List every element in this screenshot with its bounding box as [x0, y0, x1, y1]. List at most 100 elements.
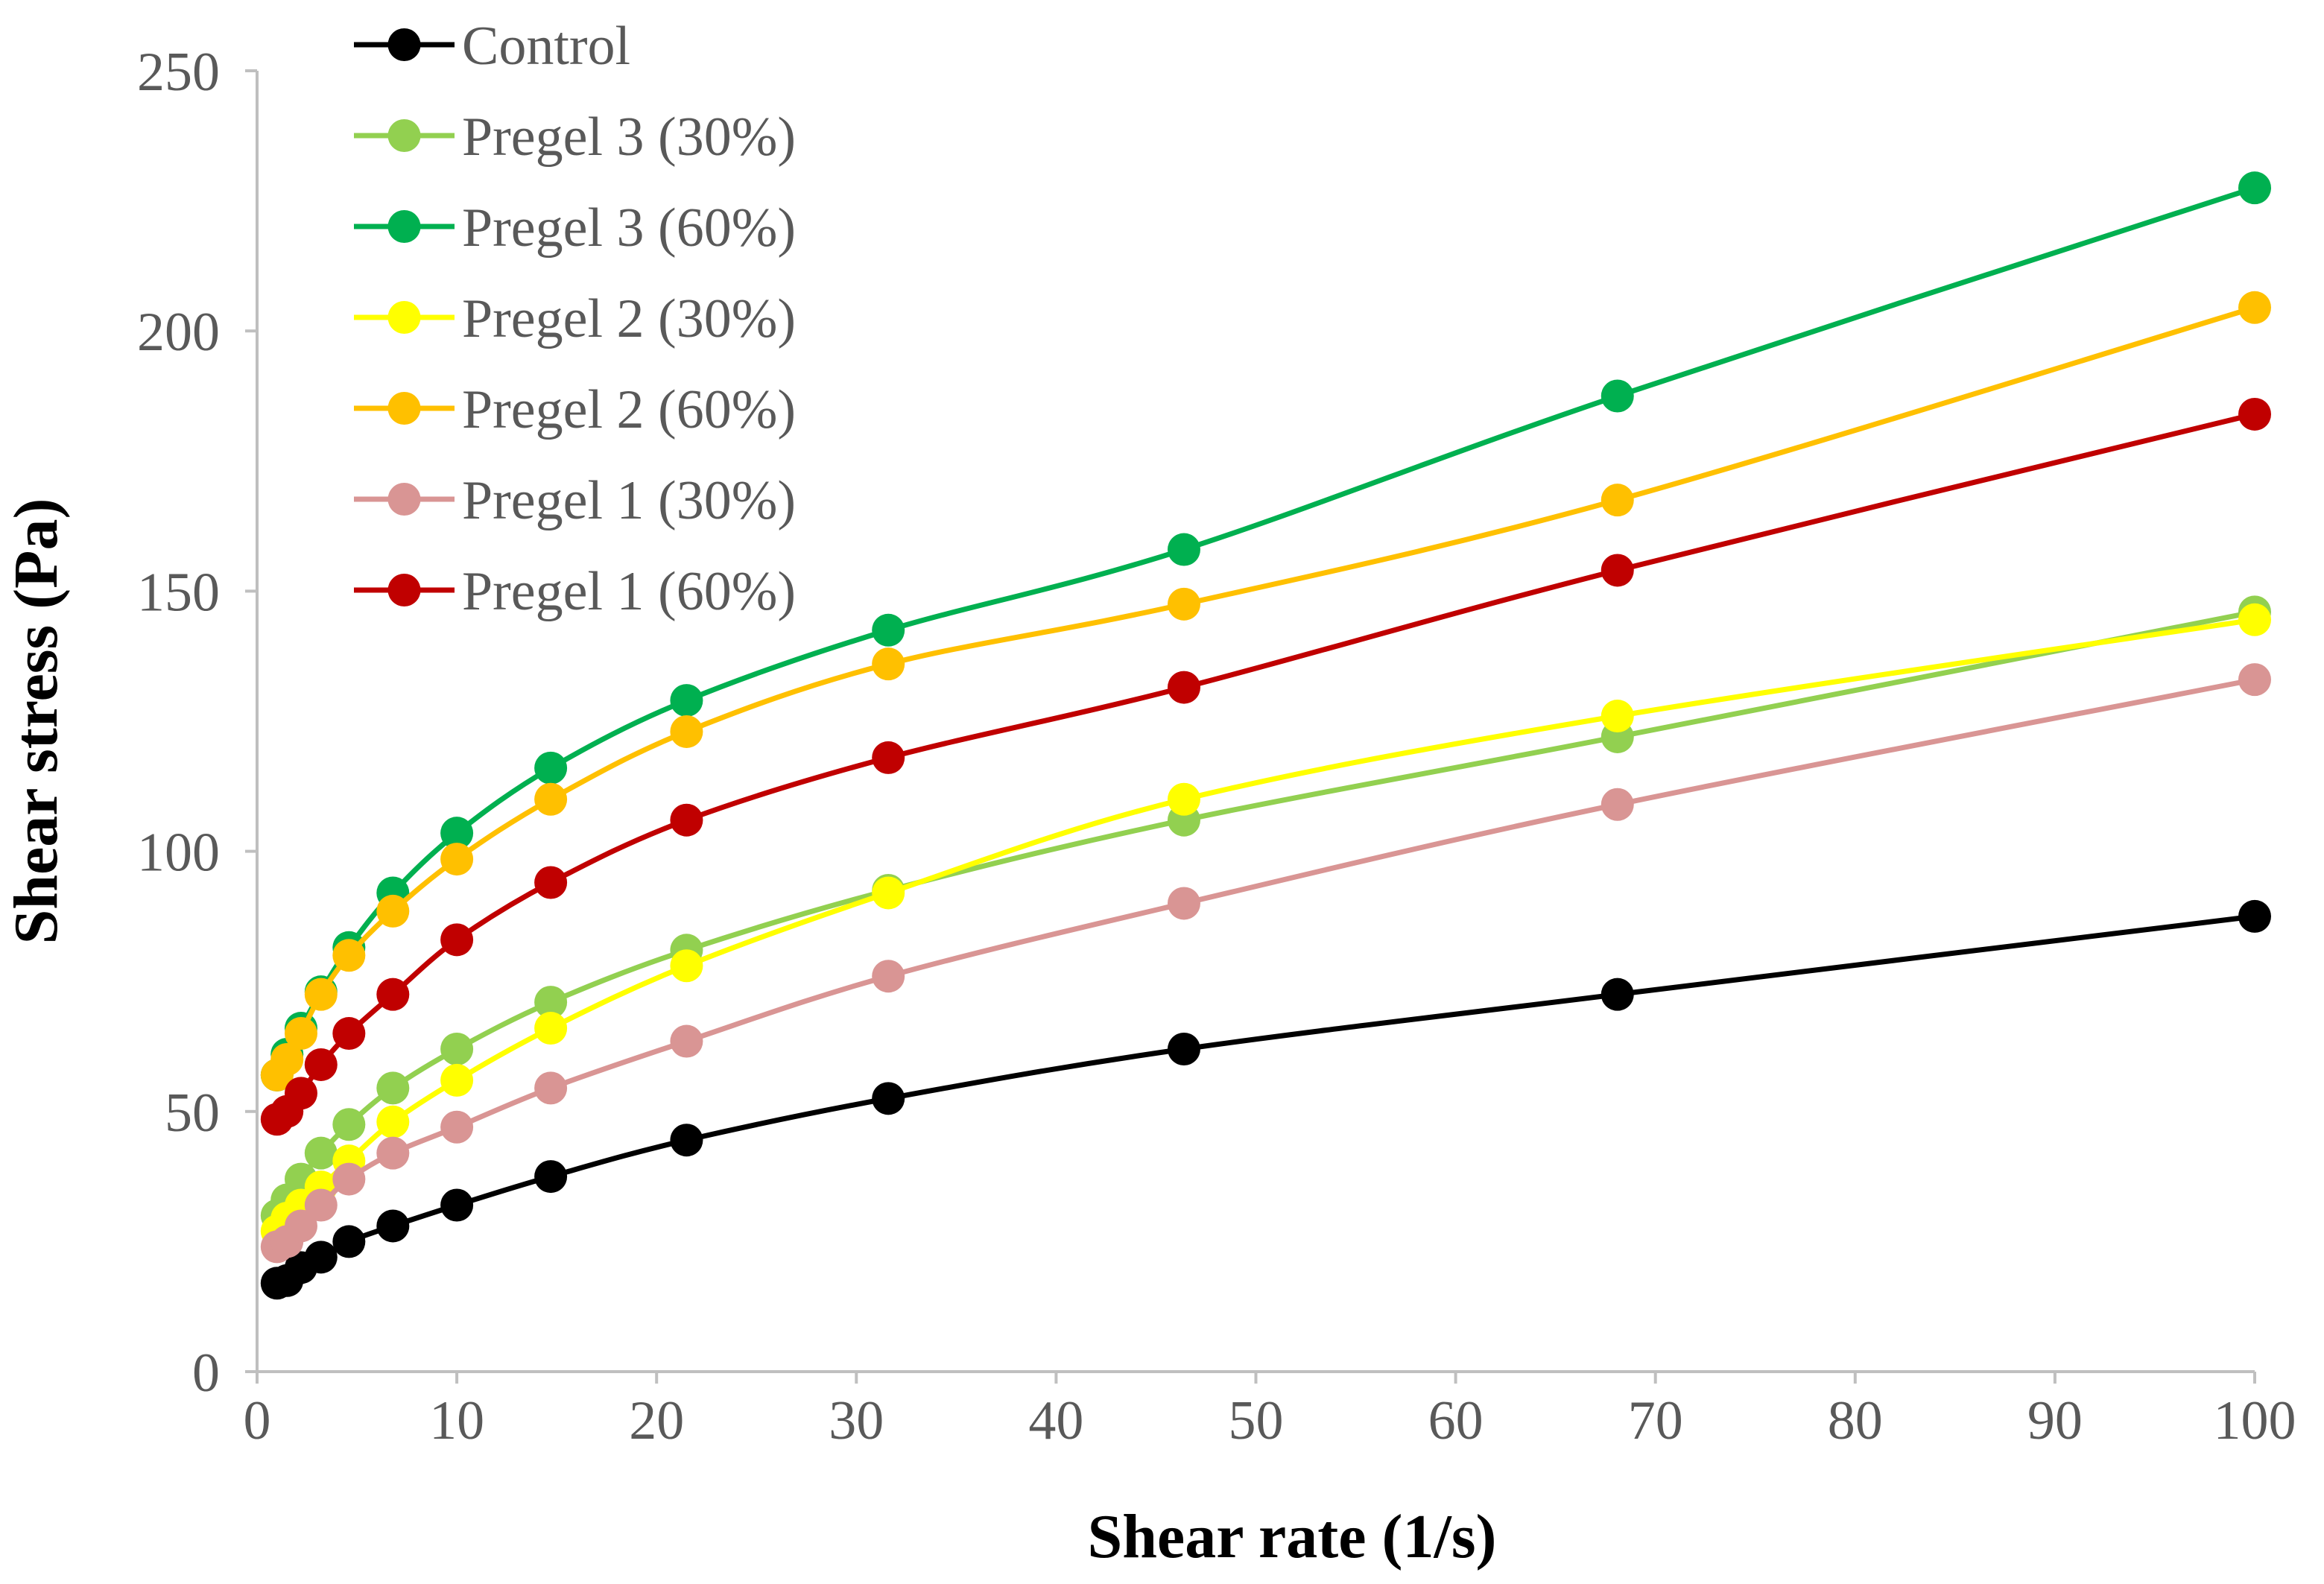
x-tick-label: 60: [1428, 1390, 1484, 1451]
legend-item: Pregel 3 (60%): [354, 197, 796, 259]
data-point: [332, 1108, 366, 1141]
y-tick-label: 0: [192, 1343, 220, 1404]
y-tick-label: 100: [137, 823, 220, 884]
data-point: [440, 1032, 474, 1065]
data-point: [304, 978, 338, 1011]
series-line: [276, 677, 2255, 1249]
data-point: [1600, 554, 1634, 587]
data-point: [304, 1136, 338, 1170]
data-point: [284, 1017, 317, 1051]
legend-marker: [387, 301, 421, 334]
data-point: [2238, 603, 2271, 636]
data-point: [440, 1110, 474, 1144]
data-point: [2238, 171, 2271, 205]
data-point: [2238, 899, 2271, 933]
data-point: [332, 1017, 366, 1051]
data-point: [534, 866, 568, 899]
data-point: [284, 1209, 317, 1243]
series-pregel-2-60: [260, 291, 2271, 1092]
data-point: [2238, 291, 2271, 324]
y-tick-label: 50: [165, 1083, 220, 1144]
data-point: [332, 1162, 366, 1196]
data-point: [376, 1105, 410, 1138]
data-point: [1600, 700, 1634, 733]
data-series: [260, 171, 2271, 1300]
series-pregel-2-30: [260, 603, 2271, 1248]
series-pregel-1-60: [260, 397, 2271, 1136]
data-point: [376, 1209, 410, 1243]
series-line: [275, 617, 2255, 1233]
data-point: [670, 1124, 703, 1157]
legend-marker: [387, 210, 421, 243]
series-control: [260, 899, 2271, 1300]
legend-item: Pregel 2 (30%): [354, 288, 796, 349]
data-point: [1167, 587, 1200, 621]
data-point: [670, 1024, 703, 1058]
legend-label: Pregel 1 (60%): [462, 561, 796, 622]
data-point: [534, 751, 568, 785]
series-line: [276, 913, 2255, 1286]
legend-label: Pregel 2 (30%): [462, 288, 796, 349]
data-point: [440, 1188, 474, 1222]
legend-marker: [387, 119, 421, 152]
data-point: [534, 782, 568, 816]
data-point: [270, 1042, 304, 1076]
legend-marker: [387, 392, 421, 425]
legend-item: Control: [354, 16, 630, 77]
data-point: [534, 986, 568, 1019]
data-point: [872, 1082, 905, 1115]
data-point: [376, 894, 410, 928]
x-tick-label: 90: [2027, 1390, 2083, 1451]
legend-marker: [387, 574, 421, 606]
x-tick-label: 0: [244, 1390, 271, 1451]
x-tick-label: 10: [429, 1390, 484, 1451]
x-tick-label: 20: [629, 1390, 684, 1451]
data-point: [1600, 788, 1634, 821]
data-point: [440, 923, 474, 957]
y-axis-title: Shear stress (Pa): [1, 498, 71, 945]
data-point: [670, 803, 703, 837]
series-line: [274, 609, 2255, 1217]
data-point: [2238, 663, 2271, 697]
x-tick-label: 70: [1628, 1390, 1683, 1451]
y-tick-label: 250: [137, 42, 220, 103]
axis-ticks: 0 50 100 150 200 250 0 10 20 30 40 50 60 70 80 90 100: [137, 42, 2296, 1451]
legend-item: Pregel 1 (30%): [354, 470, 796, 531]
data-point: [872, 960, 905, 993]
data-point: [1167, 782, 1200, 816]
x-tick-label: 100: [2214, 1390, 2296, 1451]
data-point: [534, 1012, 568, 1045]
data-point: [1167, 1032, 1200, 1065]
data-point: [376, 978, 410, 1011]
x-tick-label: 30: [829, 1390, 884, 1451]
data-point: [534, 1160, 568, 1194]
x-axis-title: Shear rate (1/s): [1088, 1502, 1497, 1571]
legend-item: Pregel 1 (60%): [354, 561, 796, 622]
data-point: [304, 1241, 338, 1274]
legend-label: Pregel 2 (60%): [462, 379, 796, 440]
data-point: [440, 817, 474, 850]
data-point: [304, 1048, 338, 1081]
data-point: [284, 1077, 317, 1110]
data-point: [670, 715, 703, 748]
series-pregel-1-30: [260, 663, 2271, 1264]
data-point: [376, 1071, 410, 1105]
x-tick-label: 50: [1229, 1390, 1284, 1451]
legend-marker: [387, 483, 421, 516]
data-point: [1167, 887, 1200, 920]
x-tick-label: 80: [1828, 1390, 1883, 1451]
data-point: [534, 1071, 568, 1105]
data-point: [332, 939, 366, 972]
legend-label: Pregel 1 (30%): [462, 470, 796, 531]
data-point: [2238, 397, 2271, 431]
y-tick-label: 150: [137, 562, 220, 623]
data-point: [872, 741, 905, 774]
data-point: [1167, 533, 1200, 566]
y-tick-label: 200: [137, 302, 220, 363]
data-point: [440, 1063, 474, 1097]
data-point: [670, 684, 703, 717]
legend-label: Control: [462, 16, 630, 77]
data-point: [1600, 978, 1634, 1011]
data-point: [1167, 671, 1200, 704]
